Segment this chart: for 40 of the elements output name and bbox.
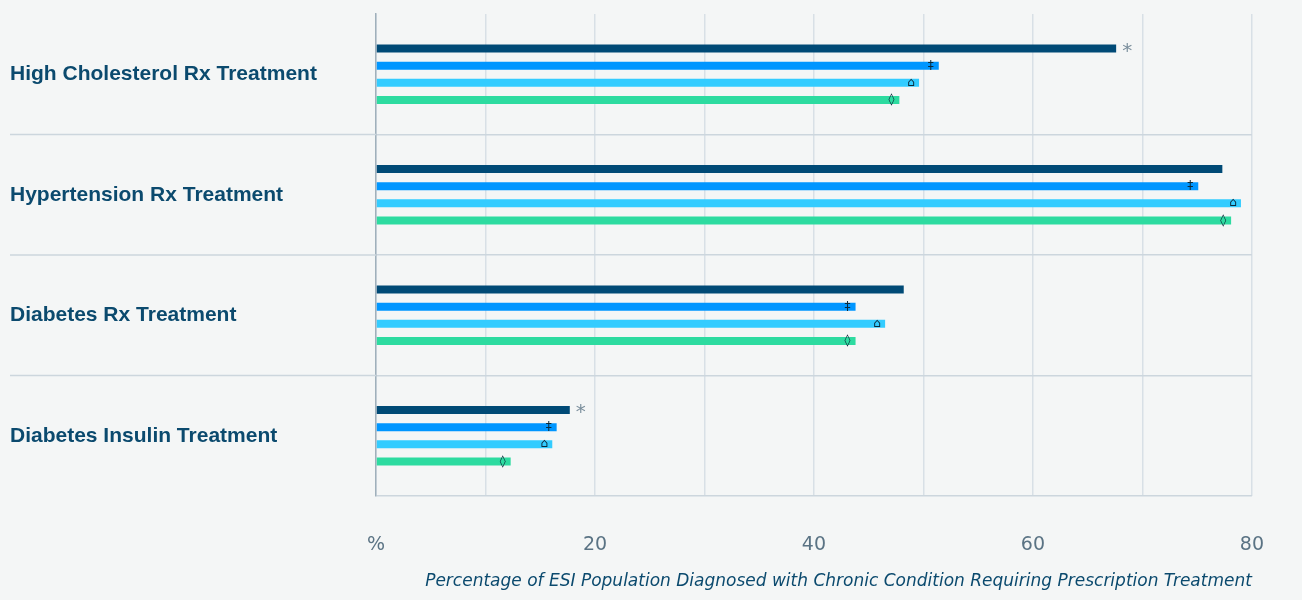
x-tick-label: 60: [1020, 532, 1046, 555]
data-label: ◊: [888, 92, 895, 107]
data-label: ‡: [844, 298, 851, 313]
bar: [376, 336, 856, 346]
data-label: ◊: [499, 453, 506, 468]
x-tick-label: 20: [582, 532, 608, 555]
bar: [376, 199, 1241, 208]
y-tick-label: Diabetes Rx Treatment: [10, 302, 237, 326]
y-tick-label: Diabetes Insulin Treatment: [10, 422, 278, 446]
bar: [376, 78, 920, 87]
x-tick-label: 40: [801, 532, 827, 555]
data-label: *: [575, 399, 586, 424]
data-label: ‡: [1187, 178, 1194, 193]
bar: [376, 164, 1223, 174]
data-label: *: [1122, 37, 1133, 62]
bar: [376, 405, 570, 415]
bar: [376, 302, 856, 311]
data-label: ◊: [1220, 212, 1227, 227]
bar: [376, 95, 900, 105]
bar: [376, 423, 557, 432]
data-label: ⌂: [1229, 195, 1237, 210]
bar: [376, 285, 904, 294]
data-label: ‡: [927, 57, 934, 72]
data-label: ⌂: [540, 436, 549, 451]
bar: [376, 61, 939, 70]
bar: [376, 216, 1232, 225]
bar: [376, 182, 1199, 191]
bar: [376, 44, 1117, 53]
data-label: ⌂: [873, 315, 881, 330]
y-tick-label: High Cholesterol Rx Treatment: [10, 61, 317, 85]
x-axis-title: Percentage of ESI Population Diagnosed with Chronic Condition Requiring Prescription Treatment: [425, 570, 1254, 591]
data-label: ◊: [844, 333, 851, 348]
x-tick-label: %: [366, 532, 386, 555]
bar: [376, 457, 511, 466]
x-tick-label: 80: [1239, 532, 1265, 555]
bar: [376, 440, 553, 449]
bar: [376, 319, 886, 328]
data-label: ‡: [545, 419, 552, 434]
y-tick-label: Hypertension Rx Treatment: [10, 181, 284, 205]
data-label: ⌂: [907, 74, 915, 89]
